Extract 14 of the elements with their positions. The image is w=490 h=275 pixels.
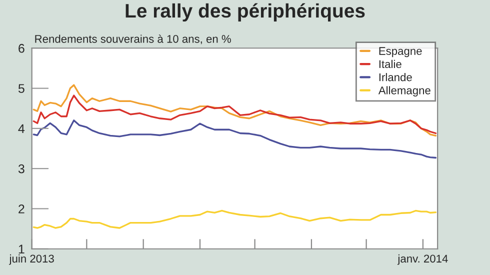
y-tick-label: 2 — [18, 204, 24, 214]
x-tick-label: janv. 2014 — [397, 254, 448, 265]
x-tick-label: juin 2013 — [9, 254, 54, 265]
y-tick-label: 5 — [18, 84, 24, 93]
legend-label: Allemagne — [378, 86, 430, 97]
legend-label: Espagne — [379, 47, 422, 58]
y-tick-label: 6 — [18, 44, 24, 53]
y-tick-label: 3 — [18, 164, 24, 174]
y-tick-label: 1 — [18, 244, 24, 254]
chart-subtitle: Rendements souverains à 10 ans, en % — [35, 34, 231, 44]
chart-title: Le rally des périphériques — [126, 3, 365, 22]
legend-label: Italie — [379, 60, 402, 68]
legend-label: Irlande — [379, 73, 412, 82]
y-tick-label: 4 — [18, 124, 25, 133]
